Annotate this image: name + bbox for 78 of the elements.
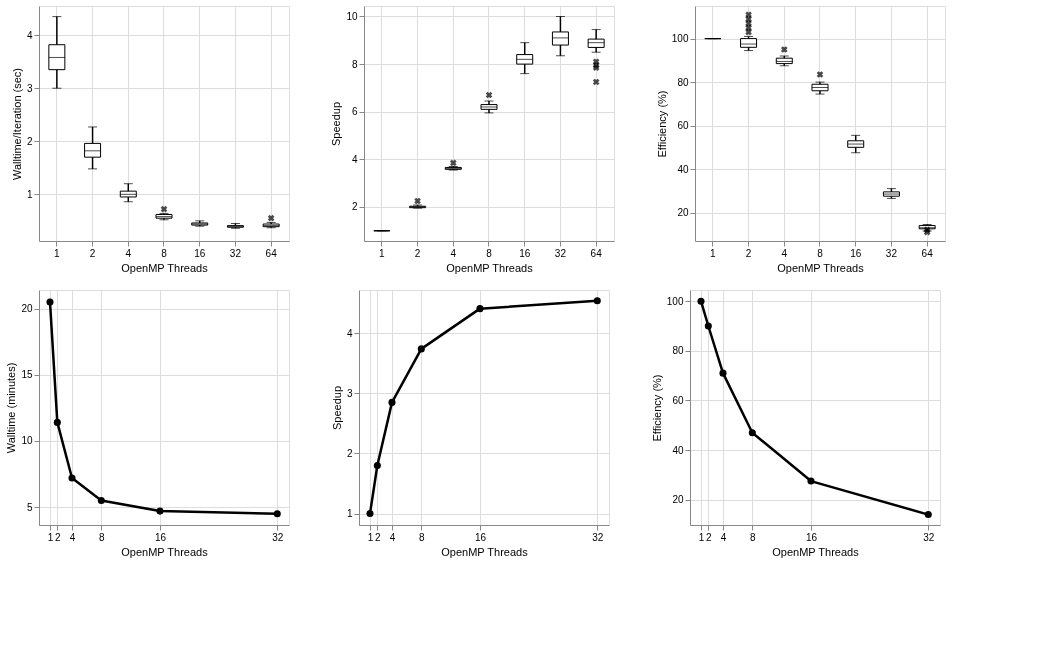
y-tick-label: 20 xyxy=(672,494,684,506)
x-tick-label: 64 xyxy=(590,247,603,259)
x-tick-label: 4 xyxy=(450,247,457,259)
x-axis-title: OpenMP Threads xyxy=(441,545,529,558)
x-tick-label: 2 xyxy=(55,531,62,543)
x-tick-label: 1 xyxy=(367,531,374,543)
y-tick-label: 6 xyxy=(351,106,358,118)
y-tick-label: 2 xyxy=(26,135,33,147)
y-tick-label: 4 xyxy=(346,327,353,339)
y-tick-label: 1 xyxy=(26,188,33,200)
y-tick-label: 8 xyxy=(351,58,358,70)
x-tick-label: 8 xyxy=(817,247,824,259)
x-tick-label: 1 xyxy=(54,247,61,259)
y-axis-title: Walltime (minutes) xyxy=(5,362,18,454)
x-tick-label: 16 xyxy=(805,531,818,543)
x-tick-label: 32 xyxy=(885,247,898,259)
x-tick-label: 4 xyxy=(69,531,76,543)
x-tick-label: 16 xyxy=(474,531,487,543)
x-tick-label: 8 xyxy=(486,247,493,259)
y-tick-label: 15 xyxy=(21,369,33,381)
x-tick-label: 1 xyxy=(47,531,54,543)
x-tick-label: 4 xyxy=(781,247,788,259)
y-tick-label: 60 xyxy=(672,394,684,406)
y-tick-label: 10 xyxy=(21,435,33,447)
y-tick-label: 10 xyxy=(346,10,358,22)
x-tick-label: 32 xyxy=(554,247,567,259)
y-tick-label: 40 xyxy=(672,444,684,456)
x-tick-label: 8 xyxy=(161,247,168,259)
x-tick-label: 8 xyxy=(419,531,426,543)
x-tick-label: 2 xyxy=(375,531,382,543)
x-tick-label: 8 xyxy=(750,531,757,543)
x-tick-label: 1 xyxy=(379,247,386,259)
x-tick-label: 2 xyxy=(706,531,713,543)
x-axis-title: OpenMP Threads xyxy=(772,545,860,558)
y-tick-label: 80 xyxy=(672,345,684,357)
x-tick-label: 4 xyxy=(720,531,727,543)
y-axis-title: Speedup xyxy=(330,101,343,147)
x-axis-title: OpenMP Threads xyxy=(121,545,209,558)
y-axis-title: Efficiency (%) xyxy=(650,374,663,442)
x-tick-label: 2 xyxy=(414,247,421,259)
y-tick-label: 60 xyxy=(677,120,689,132)
y-axis-title: Walltime/Iteration (sec) xyxy=(10,67,23,181)
x-tick-label: 32 xyxy=(923,531,935,543)
x-tick-label: 16 xyxy=(154,531,167,543)
y-tick-label: 1 xyxy=(346,508,353,520)
y-tick-label: 20 xyxy=(21,303,33,315)
x-tick-label: 64 xyxy=(265,247,278,259)
y-axis-title: Speedup xyxy=(330,385,343,431)
y-tick-label: 20 xyxy=(677,207,689,219)
y-tick-label: 4 xyxy=(26,29,33,41)
x-tick-label: 16 xyxy=(519,247,531,259)
y-tick-label: 40 xyxy=(677,163,689,175)
x-tick-label: 1 xyxy=(698,531,705,543)
x-tick-label: 16 xyxy=(850,247,862,259)
y-axis-title: Efficiency (%) xyxy=(655,90,668,158)
y-tick-label: 2 xyxy=(351,201,358,213)
x-axis-title: OpenMP Threads xyxy=(121,261,209,274)
x-tick-label: 64 xyxy=(921,247,934,259)
y-tick-label: 80 xyxy=(677,76,689,88)
y-tick-label: 100 xyxy=(666,295,684,307)
y-tick-label: 3 xyxy=(346,387,353,399)
y-tick-label: 5 xyxy=(26,501,33,513)
x-tick-label: 4 xyxy=(125,247,132,259)
x-tick-label: 2 xyxy=(89,247,96,259)
y-tick-label: 2 xyxy=(346,447,353,459)
x-tick-label: 16 xyxy=(194,247,206,259)
x-tick-label: 32 xyxy=(272,531,284,543)
y-tick-label: 3 xyxy=(26,82,33,94)
x-tick-label: 8 xyxy=(99,531,106,543)
x-tick-label: 32 xyxy=(592,531,604,543)
x-tick-label: 4 xyxy=(389,531,396,543)
y-tick-label: 100 xyxy=(671,33,689,45)
x-axis-title: OpenMP Threads xyxy=(446,261,534,274)
x-axis-title: OpenMP Threads xyxy=(777,261,865,274)
x-tick-label: 32 xyxy=(229,247,242,259)
y-tick-label: 4 xyxy=(351,153,358,165)
x-tick-label: 1 xyxy=(710,247,717,259)
x-tick-label: 2 xyxy=(745,247,752,259)
